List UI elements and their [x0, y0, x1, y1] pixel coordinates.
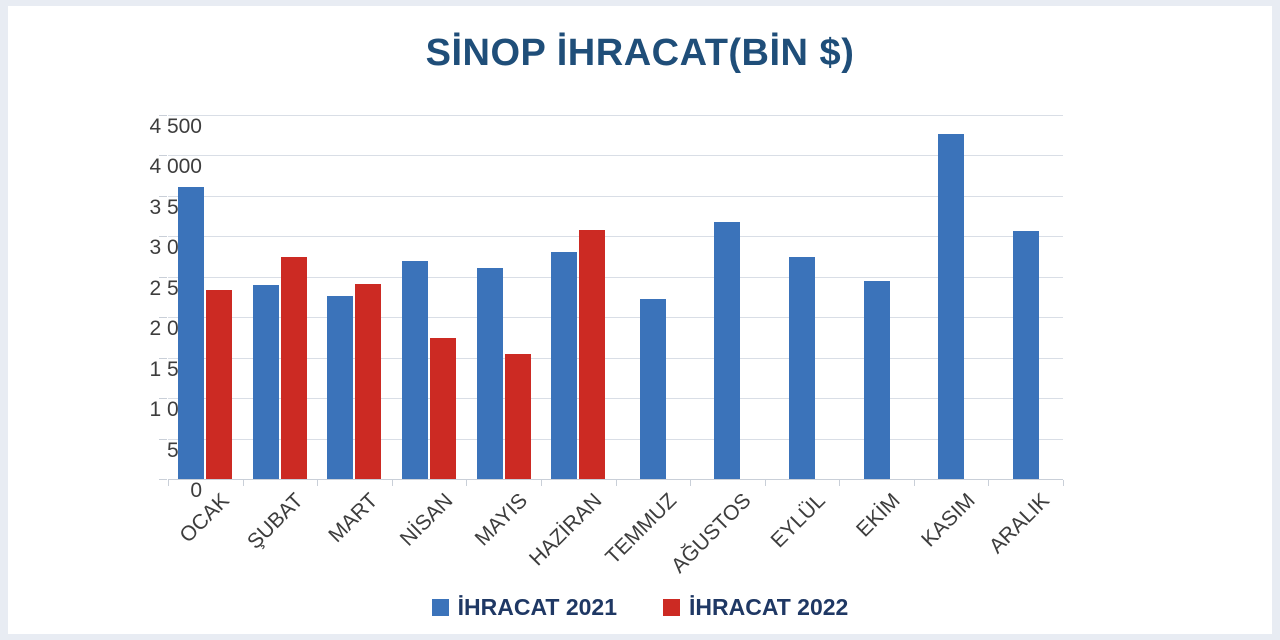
bar-mayis-2021[interactable]	[476, 267, 503, 479]
gridline	[168, 317, 1063, 319]
bar-eylül-2021[interactable]	[788, 256, 815, 479]
x-axis-tick-label: EYLÜL	[766, 489, 831, 553]
y-tick-mark	[159, 317, 167, 319]
y-tick-mark	[159, 357, 167, 359]
x-axis-tick-label: AĞUSTOS	[667, 489, 756, 578]
legend-label: İHRACAT 2021	[457, 594, 617, 620]
bar-mart-2022[interactable]	[355, 284, 382, 479]
y-tick-mark	[159, 398, 167, 400]
plot-area: OCAK ŞUBAT MART NİSAN MAYIS HAZİRAN TEMMUZ AĞUS…	[159, 115, 1064, 578]
legend-swatch-icon	[431, 599, 449, 616]
y-tick-mark	[159, 276, 167, 278]
x-tick-mark	[317, 480, 319, 486]
bar-group	[914, 115, 989, 479]
legend-label: İHRACAT 2022	[689, 594, 849, 620]
y-tick-mark	[159, 479, 167, 480]
gridline	[168, 357, 1063, 359]
legend-item-2021[interactable]: İHRACAT 2021	[431, 594, 617, 621]
bar-group	[988, 115, 1063, 479]
bar-şubat-2022[interactable]	[280, 256, 307, 479]
bar-group	[541, 115, 616, 479]
bar-temmuz-2021[interactable]	[639, 298, 666, 479]
x-axis-tick-label: KASIM	[916, 489, 980, 552]
bar-group	[616, 115, 691, 479]
x-tick-mark	[615, 480, 617, 486]
bar-mayis-2022[interactable]	[504, 353, 531, 479]
x-tick-mark	[839, 480, 841, 486]
x-axis-tick-label: ŞUBAT	[243, 489, 309, 554]
x-tick-mark	[913, 480, 915, 486]
legend-item-2022[interactable]: İHRACAT 2022	[663, 594, 848, 621]
x-axis-tick-label: MAYIS	[470, 489, 532, 551]
gridline	[168, 115, 1063, 116]
bar-ni̇san-2022[interactable]	[430, 338, 457, 479]
x-tick-mark	[540, 480, 542, 486]
chart-card: SİNOP İHRACAT(BİN $) 4 500 4 000 3 500 3 00…	[8, 6, 1272, 634]
x-axis-line	[168, 479, 1063, 480]
y-axis-tick-label-text: 0	[190, 479, 202, 502]
x-axis-tick-label: OCAK	[175, 489, 234, 548]
x-tick-mark	[242, 480, 244, 486]
y-tick-mark	[159, 195, 167, 197]
x-tick-mark	[764, 480, 766, 486]
x-axis-tick-label: ARALIK	[984, 489, 1054, 559]
gridline	[168, 438, 1063, 440]
y-tick-mark	[159, 155, 167, 157]
gridline	[168, 155, 1063, 157]
bar-ocak-2021[interactable]	[178, 187, 205, 479]
x-axis-tick-label: NİSAN	[395, 489, 458, 551]
gridline	[168, 398, 1063, 400]
bar-group	[466, 115, 541, 479]
y-tick-mark	[159, 438, 167, 440]
gridline	[168, 276, 1063, 278]
chart-legend: İHRACAT 2021 İHRACAT 2022	[8, 594, 1272, 621]
bar-eki̇m-2021[interactable]	[863, 280, 890, 479]
x-axis-tick-label: MART	[324, 489, 383, 548]
y-tick-mark	[159, 236, 167, 238]
x-tick-mark	[466, 480, 468, 486]
y-tick-mark	[159, 115, 167, 116]
x-tick-mark	[988, 480, 990, 486]
x-axis-tick-label: EKİM	[852, 489, 905, 542]
chart-title: SİNOP İHRACAT(BİN $)	[425, 32, 855, 74]
x-tick-mark	[1063, 480, 1064, 486]
bar-kasim-2021[interactable]	[938, 133, 965, 479]
x-tick-mark	[168, 480, 169, 486]
bar-group	[317, 115, 392, 479]
bar-şubat-2021[interactable]	[252, 284, 279, 479]
x-axis-tick-label: HAZİRAN	[525, 489, 607, 571]
bar-group	[392, 115, 467, 479]
bar-ni̇san-2021[interactable]	[402, 260, 429, 479]
bar-mart-2021[interactable]	[327, 296, 354, 479]
gridline	[168, 195, 1063, 197]
x-tick-mark	[690, 480, 692, 486]
gridline	[168, 236, 1063, 238]
bar-group	[690, 115, 765, 479]
bar-ağustos-2021[interactable]	[714, 221, 741, 479]
bar-aralik-2021[interactable]	[1012, 230, 1039, 479]
bar-group	[243, 115, 318, 479]
y-axis-tick-label-text: 4 500	[149, 115, 202, 138]
y-axis-tick-label-text: 4 000	[149, 155, 202, 179]
x-tick-mark	[391, 480, 393, 486]
legend-swatch-icon	[663, 599, 680, 616]
bar-ocak-2022[interactable]	[206, 289, 233, 479]
bar-group	[839, 115, 914, 479]
bar-hazi̇ran-2022[interactable]	[579, 229, 606, 479]
bar-group	[168, 115, 243, 479]
bar-group	[765, 115, 840, 479]
bar-hazi̇ran-2021[interactable]	[551, 251, 578, 479]
